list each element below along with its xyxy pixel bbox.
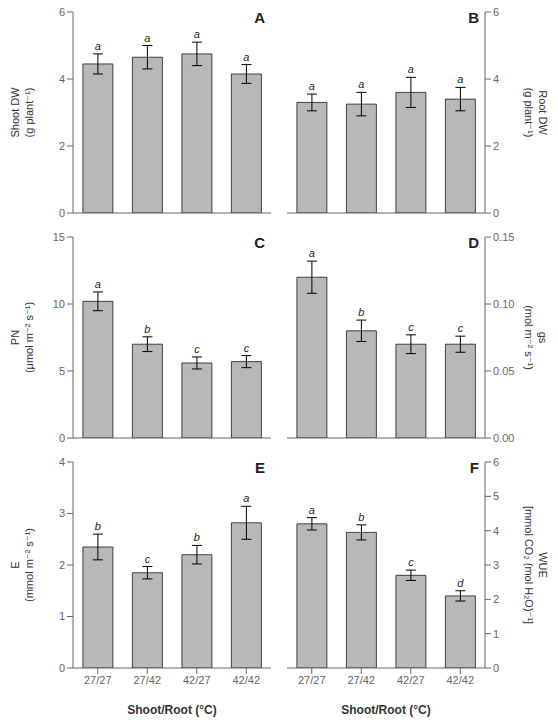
svg-text:4: 4 xyxy=(59,456,65,468)
svg-text:4: 4 xyxy=(59,73,65,85)
svg-text:6: 6 xyxy=(493,6,499,18)
svg-text:a: a xyxy=(309,504,315,516)
svg-text:a: a xyxy=(309,247,315,259)
svg-text:0: 0 xyxy=(493,662,499,674)
html-text:C: C xyxy=(254,234,265,251)
html-text:D: D xyxy=(468,234,479,251)
svg-text:3: 3 xyxy=(59,507,65,519)
svg-text:42/27: 42/27 xyxy=(397,674,425,686)
svg-text:42/42: 42/42 xyxy=(446,674,474,686)
svg-text:gs(mol m⁻² s⁻¹): gs(mol m⁻² s⁻¹) xyxy=(523,305,549,370)
svg-text:42/42: 42/42 xyxy=(232,674,260,686)
svg-text:a: a xyxy=(243,51,249,63)
svg-text:1: 1 xyxy=(59,610,65,622)
svg-text:27/42: 27/42 xyxy=(133,674,161,686)
svg-text:c: c xyxy=(244,342,250,354)
html-text:B: B xyxy=(468,9,479,26)
svg-text:c: c xyxy=(145,553,151,565)
svg-text:4: 4 xyxy=(493,73,499,85)
svg-text:Shoot/Root (°C): Shoot/Root (°C) xyxy=(341,703,430,717)
svg-text:a: a xyxy=(457,73,463,85)
svg-text:0: 0 xyxy=(59,207,65,219)
svg-text:c: c xyxy=(194,343,200,355)
svg-text:a: a xyxy=(408,63,414,75)
svg-text:6: 6 xyxy=(59,6,65,18)
svg-text:d: d xyxy=(457,577,464,589)
html-text:A: A xyxy=(254,9,265,26)
svg-text:2: 2 xyxy=(59,140,65,152)
svg-text:2: 2 xyxy=(493,140,499,152)
svg-text:E(mmol m⁻² s⁻¹): E(mmol m⁻² s⁻¹) xyxy=(9,528,35,602)
svg-text:b: b xyxy=(144,323,150,335)
svg-text:0.10: 0.10 xyxy=(493,298,514,310)
svg-text:5: 5 xyxy=(59,365,65,377)
svg-text:a: a xyxy=(95,40,101,52)
svg-text:PN(μmol m⁻² s⁻¹): PN(μmol m⁻² s⁻¹) xyxy=(9,302,35,373)
svg-text:a: a xyxy=(144,32,150,44)
svg-text:0: 0 xyxy=(59,662,65,674)
svg-text:c: c xyxy=(408,556,414,568)
svg-text:Shoot DW(g plant⁻¹): Shoot DW(g plant⁻¹) xyxy=(9,87,35,138)
svg-text:42/27: 42/27 xyxy=(183,674,211,686)
svg-text:b: b xyxy=(358,306,364,318)
svg-text:0.05: 0.05 xyxy=(493,365,514,377)
svg-text:27/42: 27/42 xyxy=(347,674,375,686)
svg-text:a: a xyxy=(194,28,200,40)
svg-text:Shoot/Root (°C): Shoot/Root (°C) xyxy=(127,703,216,717)
svg-text:a: a xyxy=(95,278,101,290)
svg-text:3: 3 xyxy=(493,559,499,571)
svg-text:0: 0 xyxy=(59,432,65,444)
svg-text:0.00: 0.00 xyxy=(493,432,514,444)
svg-text:15: 15 xyxy=(53,231,65,243)
svg-text:c: c xyxy=(408,321,414,333)
svg-text:2: 2 xyxy=(493,593,499,605)
svg-text:b: b xyxy=(194,531,200,543)
svg-text:WUE[mmol CO₂ (mol H₂O)⁻¹]: WUE[mmol CO₂ (mol H₂O)⁻¹] xyxy=(523,506,549,624)
svg-text:b: b xyxy=(358,511,364,523)
html-text:F: F xyxy=(469,459,479,476)
svg-text:a: a xyxy=(358,78,364,90)
svg-text:Root DW(g plant⁻¹): Root DW(g plant⁻¹) xyxy=(523,88,549,138)
svg-text:5: 5 xyxy=(493,490,499,502)
html-text:E: E xyxy=(255,459,265,476)
svg-text:1: 1 xyxy=(493,628,499,640)
svg-text:10: 10 xyxy=(53,298,65,310)
svg-text:b: b xyxy=(95,520,101,532)
svg-text:27/27: 27/27 xyxy=(298,674,326,686)
svg-text:a: a xyxy=(309,80,315,92)
svg-text:c: c xyxy=(458,322,464,334)
svg-text:2: 2 xyxy=(59,559,65,571)
svg-text:0.15: 0.15 xyxy=(493,231,514,243)
svg-text:27/27: 27/27 xyxy=(84,674,112,686)
svg-text:6: 6 xyxy=(493,456,499,468)
svg-text:4: 4 xyxy=(493,525,499,537)
svg-text:0: 0 xyxy=(493,207,499,219)
svg-text:a: a xyxy=(243,492,249,504)
